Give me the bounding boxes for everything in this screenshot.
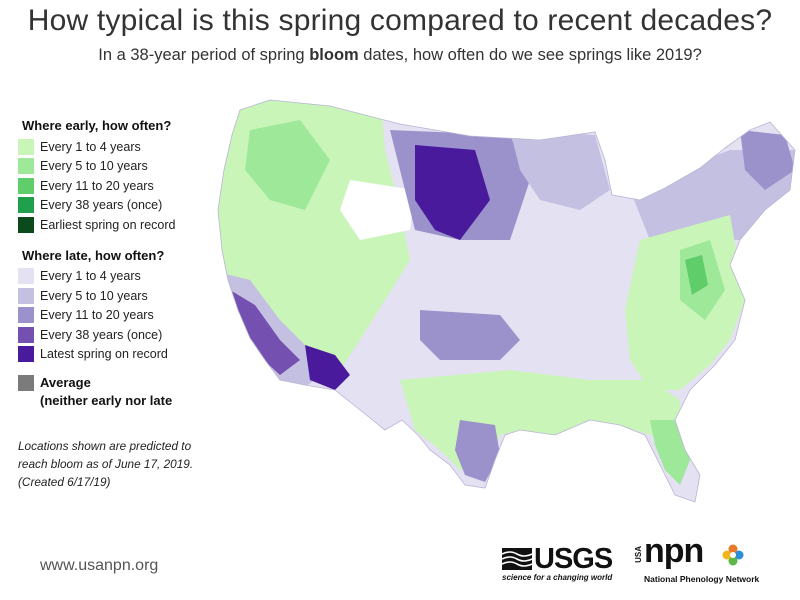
legend-item-late-4: Every 38 years (once) (18, 325, 218, 345)
southern-plains-late-region (420, 310, 520, 360)
legend-label: Earliest spring on record (40, 217, 176, 232)
npn-logo: USA npn National Phenology Network (634, 532, 764, 588)
legend-swatch (18, 138, 34, 155)
legend-item-late-5: Latest spring on record (18, 345, 218, 365)
npn-tagline: National Phenology Network (644, 574, 760, 584)
northern-plains-latest-region (415, 145, 490, 240)
subtitle-bold-word: bloom (309, 46, 359, 64)
arizona-latest-region (305, 345, 350, 390)
legend-label: Every 11 to 20 years (40, 178, 154, 193)
us-bloom-map (210, 90, 800, 510)
legend-label: Latest spring on record (40, 347, 168, 362)
appalachian-earlier-region (685, 255, 708, 295)
subtitle-part-2: dates, how often do we see springs like … (358, 46, 702, 64)
legend-label: Every 1 to 4 years (40, 139, 141, 154)
legend: Where early, how often? Every 1 to 4 yea… (18, 118, 218, 410)
legend-swatch (18, 268, 34, 285)
legend-swatch (18, 375, 34, 391)
legend-swatch (18, 287, 34, 304)
legend-item-early-5: Earliest spring on record (18, 215, 218, 235)
legend-item-late-3: Every 11 to 20 years (18, 306, 218, 326)
legend-label: Every 5 to 10 years (40, 159, 148, 174)
legend-item-early-4: Every 38 years (once) (18, 196, 218, 216)
legend-swatch (18, 307, 34, 324)
legend-swatch (18, 197, 34, 214)
usgs-logo: USGS science for a changing world (502, 543, 613, 585)
maine-late-region (740, 130, 795, 190)
legend-swatch (18, 326, 34, 343)
page-subtitle: In a 38-year period of spring bloom date… (0, 46, 800, 65)
us-map-svg (217, 99, 796, 503)
south-texas-late-region (455, 420, 500, 482)
legend-item-late-1: Every 1 to 4 years (18, 267, 218, 287)
usgs-tagline: science for a changing world (502, 573, 613, 582)
early-legend-heading: Where early, how often? (22, 118, 172, 133)
legend-item-late-2: Every 5 to 10 years (18, 286, 218, 306)
legend-swatch (18, 177, 34, 194)
legend-swatch (18, 346, 34, 363)
page-title: How typical is this spring compared to r… (27, 4, 773, 37)
legend-swatch (18, 216, 34, 233)
legend-label: Every 5 to 10 years (40, 288, 148, 303)
npn-flower-icon (722, 544, 744, 566)
npn-usa-label: USA (634, 546, 643, 563)
great-lakes-late-region (510, 130, 610, 210)
legend-swatch (18, 158, 34, 175)
late-legend-heading: Where late, how often? (22, 247, 165, 263)
map-note: Locations shown are predicted to reach b… (18, 439, 194, 489)
legend-item-early-1: Every 1 to 4 years (18, 137, 218, 157)
usgs-wordmark: USGS (534, 543, 613, 575)
website-link[interactable]: www.usanpn.org (40, 557, 159, 574)
legend-label: Every 11 to 20 years (40, 308, 154, 323)
northwest-early-region (245, 120, 330, 210)
map-fill (218, 100, 795, 502)
subtitle-part-1: In a 38-year period of spring (98, 46, 310, 64)
usgs-wave-icon (502, 548, 532, 570)
no-data-rockies-region (340, 180, 415, 240)
average-label-line1: Average (40, 375, 91, 390)
average-label: Average (neither early nor late (40, 374, 172, 410)
legend-label: Every 1 to 4 years (40, 269, 141, 284)
average-label-line2: (neither early nor late (40, 393, 173, 408)
legend-label: Every 38 years (once) (40, 327, 163, 342)
legend-item-early-2: Every 5 to 10 years (18, 157, 218, 177)
legend-item-average: Average (neither early nor late (18, 374, 218, 410)
california-very-late-region (230, 290, 300, 375)
legend-label: Every 38 years (once) (40, 198, 163, 213)
npn-wordmark: npn (644, 532, 704, 570)
legend-item-early-3: Every 11 to 20 years (18, 176, 218, 196)
